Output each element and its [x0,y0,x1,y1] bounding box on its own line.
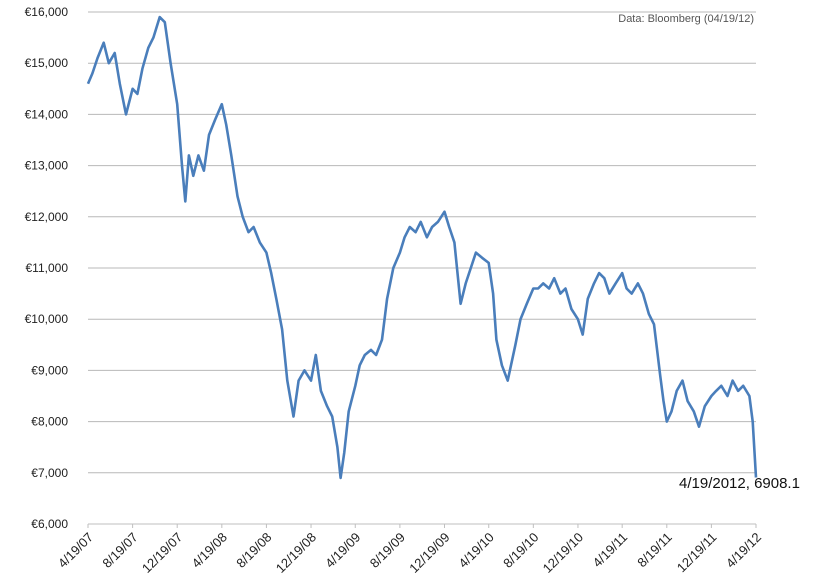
x-tick-label: 12/19/10 [540,530,586,576]
y-tick-label: €7,000 [31,466,68,480]
x-tick-label: 8/19/10 [500,530,541,571]
x-tick-label: 8/19/11 [634,530,675,571]
x-tick-label: 8/19/09 [367,530,408,571]
x-tick-label: 8/19/08 [233,530,274,571]
y-tick-label: €15,000 [25,56,69,70]
x-tick-label: 4/19/11 [590,530,631,571]
x-tick-label: 4/19/08 [189,530,230,571]
y-tick-label: €9,000 [31,363,68,377]
x-tick-label: 12/19/11 [674,530,720,576]
y-tick-label: €16,000 [25,5,69,19]
x-tick-label: 4/19/12 [723,530,764,571]
y-tick-label: €6,000 [31,517,68,531]
y-tick-label: €12,000 [25,210,69,224]
x-tick-label: 8/19/07 [99,530,140,571]
y-tick-label: €14,000 [25,107,69,121]
x-tick-label: 12/19/07 [139,530,185,576]
x-tick-label: 12/19/09 [406,530,452,576]
source-note: Data: Bloomberg (04/19/12) [618,13,754,25]
x-tick-label: 12/19/08 [273,530,319,576]
x-tick-label: 4/19/09 [322,530,363,571]
y-tick-label: €8,000 [31,415,68,429]
x-tick-label: 4/19/07 [55,530,96,571]
y-tick-label: €13,000 [25,159,69,173]
x-tick-label: 4/19/10 [456,530,497,571]
end-annotation: 4/19/2012, 6908.1 [679,475,800,492]
y-tick-label: €11,000 [26,261,69,275]
y-tick-label: €10,000 [25,312,69,326]
series-line [86,15,758,480]
y-axis-ticks: €6,000 €7,000 €8,000 €9,000 €10,000 €11,000 €1… [25,5,69,531]
y-gridlines [88,11,756,525]
